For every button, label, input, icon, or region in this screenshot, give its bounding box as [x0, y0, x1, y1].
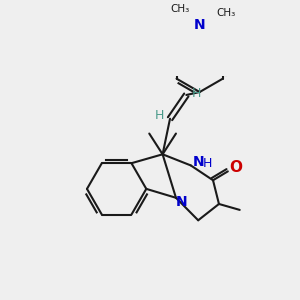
Text: H: H — [155, 109, 164, 122]
Text: O: O — [230, 160, 242, 175]
Text: N: N — [194, 18, 206, 32]
Text: CH₃: CH₃ — [216, 8, 235, 18]
Text: N: N — [192, 155, 204, 169]
Text: CH₃: CH₃ — [170, 4, 189, 14]
Text: N: N — [175, 195, 187, 209]
Text: H: H — [202, 157, 212, 170]
Text: H: H — [192, 87, 201, 100]
